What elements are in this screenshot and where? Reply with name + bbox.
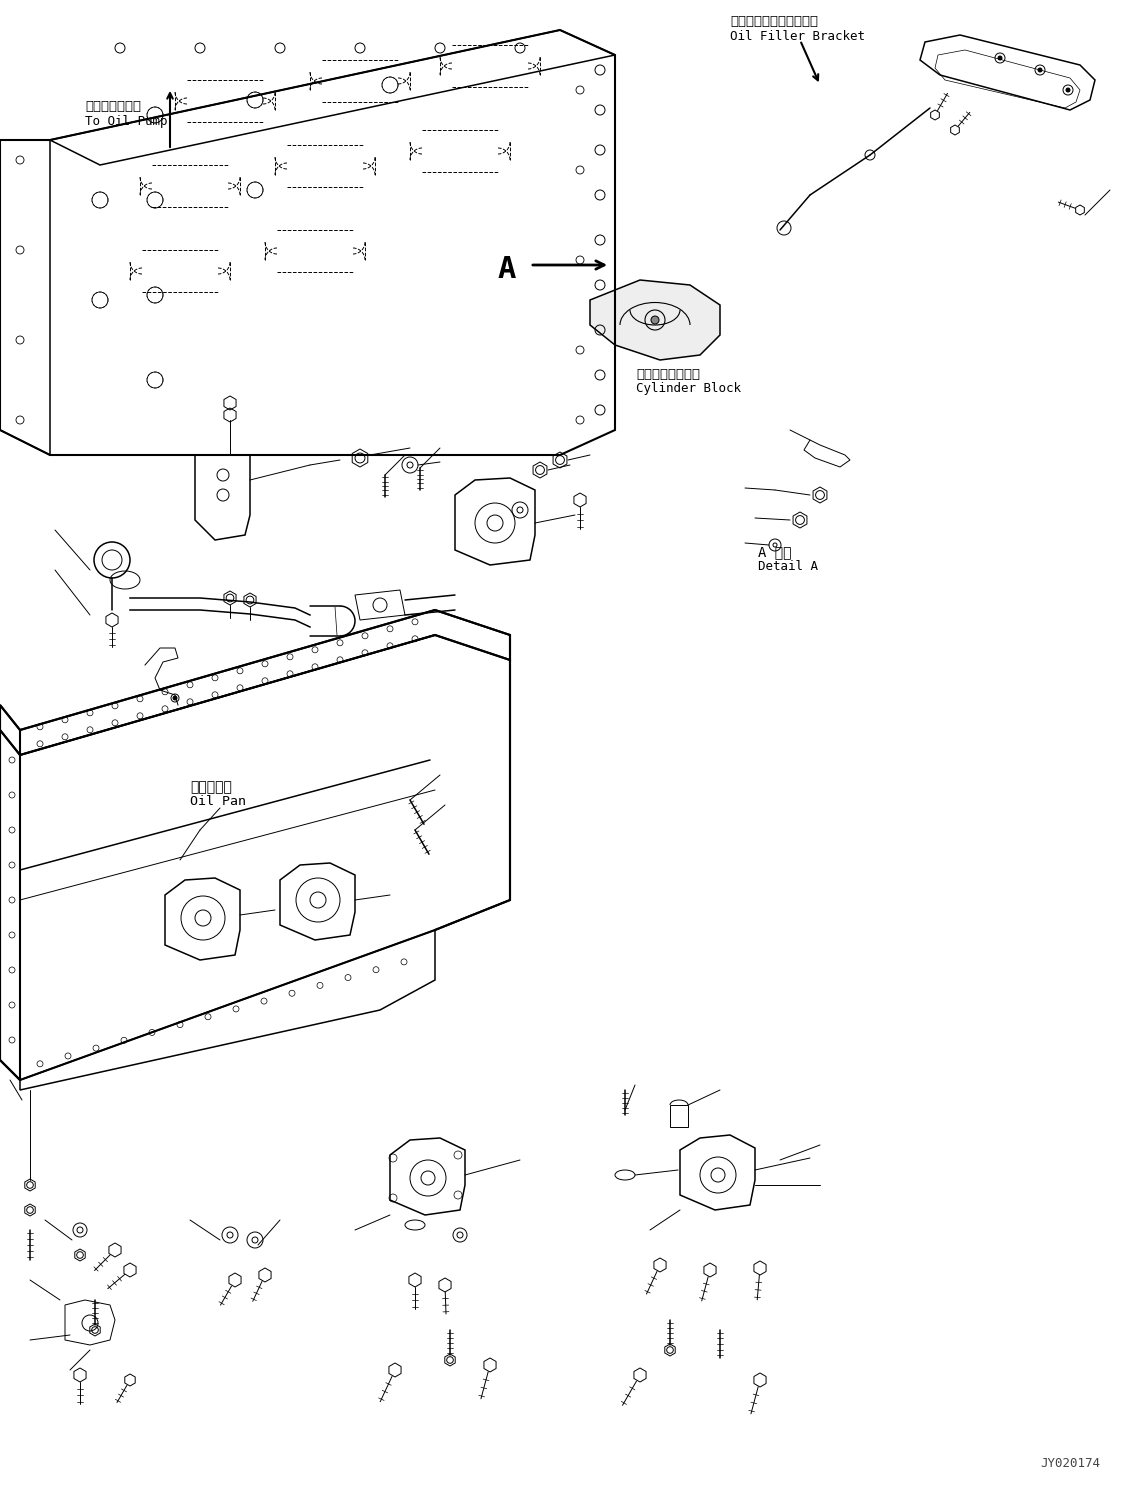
Text: Cylinder Block: Cylinder Block bbox=[635, 382, 741, 395]
Text: オイルポンプへ: オイルポンプへ bbox=[85, 100, 141, 113]
Text: オイルパン: オイルパン bbox=[190, 780, 232, 795]
Text: A: A bbox=[498, 255, 516, 283]
Text: オイルフィラブラケット: オイルフィラブラケット bbox=[731, 15, 818, 28]
Circle shape bbox=[652, 316, 660, 324]
Text: To Oil Pump: To Oil Pump bbox=[85, 115, 167, 128]
Circle shape bbox=[173, 696, 177, 699]
Circle shape bbox=[1039, 69, 1042, 72]
Circle shape bbox=[1066, 88, 1069, 92]
Polygon shape bbox=[590, 280, 720, 359]
Text: JY020174: JY020174 bbox=[1040, 1457, 1100, 1470]
Circle shape bbox=[998, 57, 1002, 60]
Bar bbox=[670, 1105, 688, 1127]
Text: シリンダブロック: シリンダブロック bbox=[635, 368, 700, 382]
Text: A 詳細: A 詳細 bbox=[758, 546, 791, 559]
Text: Oil Filler Bracket: Oil Filler Bracket bbox=[731, 30, 864, 43]
Text: Oil Pan: Oil Pan bbox=[190, 795, 246, 808]
Text: Detail A: Detail A bbox=[758, 561, 818, 573]
